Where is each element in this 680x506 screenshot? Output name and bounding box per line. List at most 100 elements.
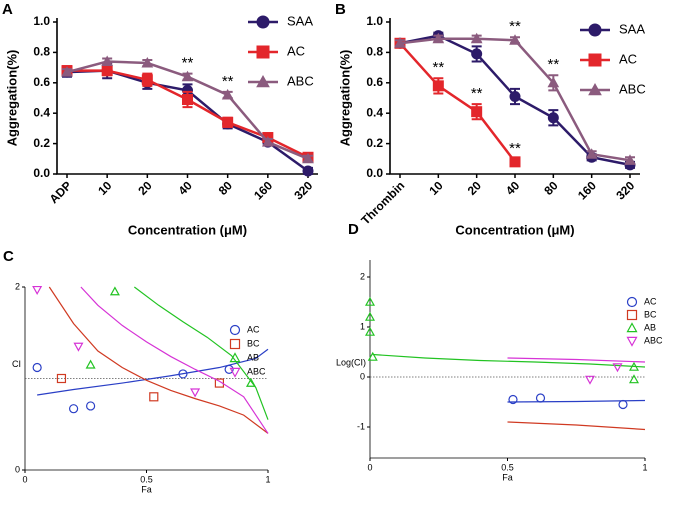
point [535,393,546,403]
x-axis-label: Concentration (μM) [128,222,247,237]
legend-label: AB [247,352,259,362]
point [509,90,521,102]
annotation: ** [432,59,444,76]
legend-label: ABC [247,366,266,376]
y-tick-label: 0.2 [33,136,50,150]
point [364,296,376,306]
x-axis-label: Concentration (μM) [455,222,574,237]
point [214,378,224,388]
point [221,88,234,100]
y-tick-label: 0.4 [33,105,50,119]
legend-label: ABC [619,81,646,96]
point [245,377,257,387]
point [222,116,234,128]
legend-swatch [626,336,638,347]
point [628,374,640,384]
y-tick-label: 0.6 [33,75,50,89]
x-axis-label: Fa [141,484,152,494]
point [547,112,559,124]
y-tick-label: 1 [360,321,365,331]
x-tick-label: 0 [22,474,27,484]
point [470,32,483,44]
legend-swatch [229,367,241,378]
panel-label: A [2,1,13,18]
point [149,392,159,402]
point [618,399,628,410]
x-tick-label: 160 [251,178,275,202]
legend-swatch [229,324,241,336]
point [261,136,274,147]
x-tick-label: 80 [216,178,236,198]
y-axis-label: Aggregation(%) [337,50,352,147]
legend-swatch [229,352,241,363]
y-tick-label: 0 [360,371,365,381]
fit-curve [48,286,269,434]
annotation: ** [547,56,559,73]
x-tick-label: 40 [176,178,196,198]
x-tick-label: 0.5 [140,474,153,484]
point [68,404,79,414]
y-tick-label: -1 [357,421,365,431]
legend-label: BC [247,338,260,348]
point [73,342,84,352]
point [302,165,314,177]
legend-swatch [626,296,638,308]
legend-label: SAA [619,21,645,36]
fit-curve [507,421,646,431]
y-tick-label: 0.8 [366,45,383,59]
annotation: ** [182,55,194,72]
point [302,152,314,164]
y-tick-label: 0.0 [366,166,383,180]
point [141,74,153,86]
fit-curve [133,286,269,420]
point [224,364,234,374]
legend-label: AC [247,324,260,334]
x-tick-label: 20 [465,178,485,198]
point [432,80,444,92]
fit-curve [507,357,646,363]
point [86,401,96,411]
legend-label: AB [644,322,656,332]
point [509,34,521,45]
x-tick-label: 40 [503,178,523,198]
legend-swatch [229,338,241,350]
legend-swatch [588,23,602,37]
x-tick-label: 160 [575,178,599,202]
panel-label: C [3,248,14,265]
x-tick-label: 80 [541,178,561,198]
point [56,373,67,384]
point [367,351,378,361]
point [32,362,42,373]
x-tick-label: 320 [291,178,315,202]
y-axis-label: CI [12,359,21,369]
point [628,361,640,371]
point [432,32,445,44]
panel-label: B [335,1,346,18]
y-tick-label: 1.0 [366,14,383,28]
point [394,37,406,48]
x-tick-label: ADP [47,178,75,206]
annotation: ** [509,18,521,35]
point [471,48,483,60]
point [471,106,483,118]
axes [369,260,645,459]
legend-swatch [626,309,638,321]
y-tick-label: 0.6 [366,75,383,89]
x-tick-label: 320 [613,178,637,202]
y-tick-label: 0 [15,464,20,474]
x-axis-label: Fa [502,472,513,482]
annotation: ** [222,73,234,90]
point [190,388,201,398]
annotation: ** [471,85,483,102]
x-tick-label: 10 [95,178,115,198]
y-axis-label: Aggregation(%) [4,50,19,147]
point [585,148,598,159]
legend-label: BC [644,309,657,319]
legend-swatch [256,45,270,59]
legend-swatch [588,82,602,96]
y-tick-label: 0.8 [33,45,50,59]
x-tick-label: Thrombin [358,178,407,227]
annotation: ** [509,140,521,157]
point [101,65,113,77]
